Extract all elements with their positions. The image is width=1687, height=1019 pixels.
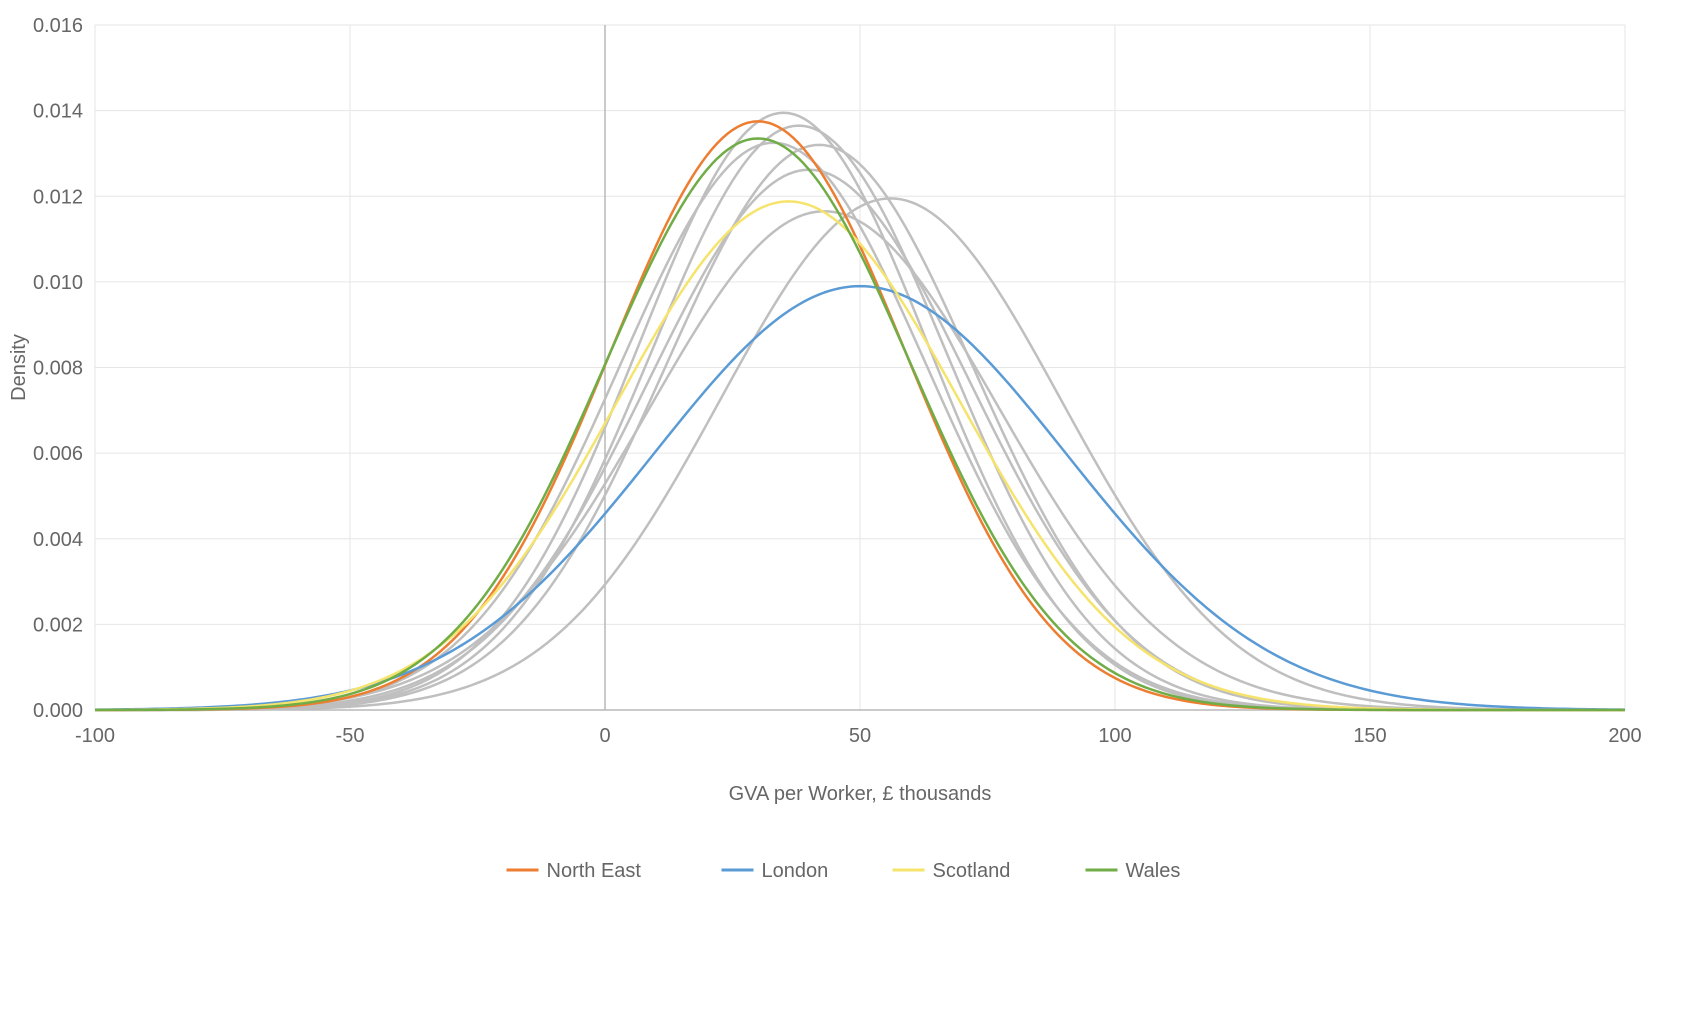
y-tick-label: 0.012	[33, 186, 83, 208]
x-axis-title: GVA per Worker, £ thousands	[729, 783, 992, 805]
x-tick-label: 100	[1098, 725, 1131, 747]
x-tick-label: 50	[849, 725, 871, 747]
y-axis-title: Density	[8, 334, 30, 401]
y-tick-label: 0.000	[33, 700, 83, 722]
legend-label: London	[762, 860, 829, 882]
legend-label: North East	[547, 860, 642, 882]
y-tick-label: 0.014	[33, 101, 83, 123]
x-tick-label: -100	[75, 725, 115, 747]
y-tick-label: 0.002	[33, 614, 83, 636]
x-tick-label: 200	[1608, 725, 1641, 747]
density-chart: -100 -50 0 50 100 150 200 0.000 0.002 0.004 0.006 0…	[0, 0, 1687, 1019]
legend-label: Scotland	[933, 860, 1011, 882]
y-tick-label: 0.006	[33, 443, 83, 465]
x-tick-label: 0	[599, 725, 610, 747]
x-tick-label: 150	[1353, 725, 1386, 747]
x-tick-label: -50	[336, 725, 365, 747]
y-tick-label: 0.016	[33, 15, 83, 37]
legend: North East London Scotland Wales	[507, 860, 1181, 882]
y-tick-label: 0.004	[33, 529, 83, 551]
chart-svg: -100 -50 0 50 100 150 200 0.000 0.002 0.004 0.006 0…	[0, 0, 1687, 1019]
y-tick-label: 0.008	[33, 358, 83, 380]
y-tick-label: 0.010	[33, 272, 83, 294]
legend-label: Wales	[1126, 860, 1181, 882]
